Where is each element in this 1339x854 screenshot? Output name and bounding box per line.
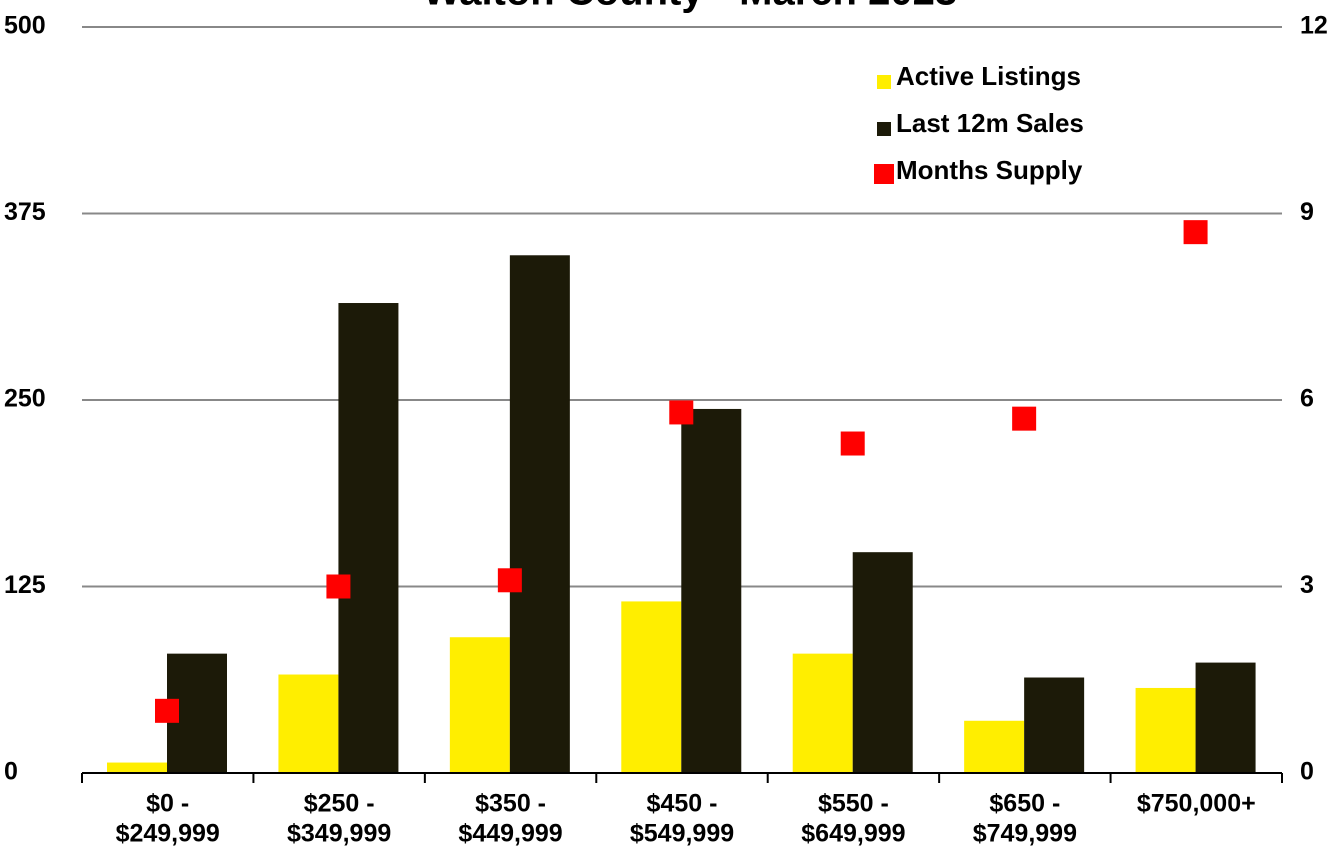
marker (326, 574, 351, 599)
x-tick-label: $250 - (304, 790, 375, 818)
bar (1195, 662, 1256, 773)
bar (1024, 677, 1085, 773)
marker (1183, 220, 1208, 245)
bar (621, 601, 682, 773)
y2-tick-label: 9 (1300, 198, 1314, 226)
marker (840, 431, 865, 456)
bar (964, 720, 1025, 773)
y-tick-label: 250 (4, 385, 46, 413)
x-tick-label: $749,999 (973, 820, 1077, 848)
bar (107, 762, 167, 773)
legend-label: Active Listings (896, 61, 1081, 91)
bar (1135, 687, 1196, 773)
x-tick-label: $450 - (647, 790, 718, 818)
y-tick-label: 125 (4, 571, 46, 599)
y2-tick-label: 0 (1300, 758, 1314, 786)
x-tick-label: $0 - (146, 790, 189, 818)
x-tick-label: $549,999 (630, 820, 734, 848)
marker (497, 568, 522, 593)
x-tick-label: $750,000+ (1137, 790, 1256, 818)
x-tick-label: $649,999 (801, 820, 905, 848)
x-tick-label: $650 - (989, 790, 1060, 818)
legend-swatch (877, 122, 891, 136)
x-tick-label: $349,999 (287, 820, 391, 848)
y-tick-label: 375 (4, 198, 46, 226)
legend-label: Months Supply (896, 155, 1083, 185)
x-tick-label: $249,999 (116, 820, 220, 848)
bar (792, 653, 853, 773)
x-tick-label: $550 - (818, 790, 889, 818)
y2-tick-label: 12 (1300, 12, 1328, 40)
legend-swatch (877, 75, 891, 89)
marker (669, 400, 694, 425)
marker (155, 698, 179, 723)
marker (1012, 406, 1037, 431)
chart-title: Walton County - March 2023 (423, 0, 957, 14)
x-tick-label: $449,999 (458, 820, 562, 848)
y-tick-label: 500 (4, 12, 46, 40)
bar (338, 303, 399, 773)
y2-tick-label: 6 (1300, 385, 1314, 413)
y-tick-label: 0 (4, 758, 18, 786)
bar (509, 255, 570, 773)
y2-tick-label: 3 (1300, 571, 1314, 599)
legend-swatch (874, 164, 894, 184)
bar (681, 408, 742, 773)
bar (278, 674, 339, 773)
legend-label: Last 12m Sales (896, 108, 1084, 138)
bar (852, 552, 913, 773)
bar (449, 637, 510, 773)
x-tick-label: $350 - (475, 790, 546, 818)
